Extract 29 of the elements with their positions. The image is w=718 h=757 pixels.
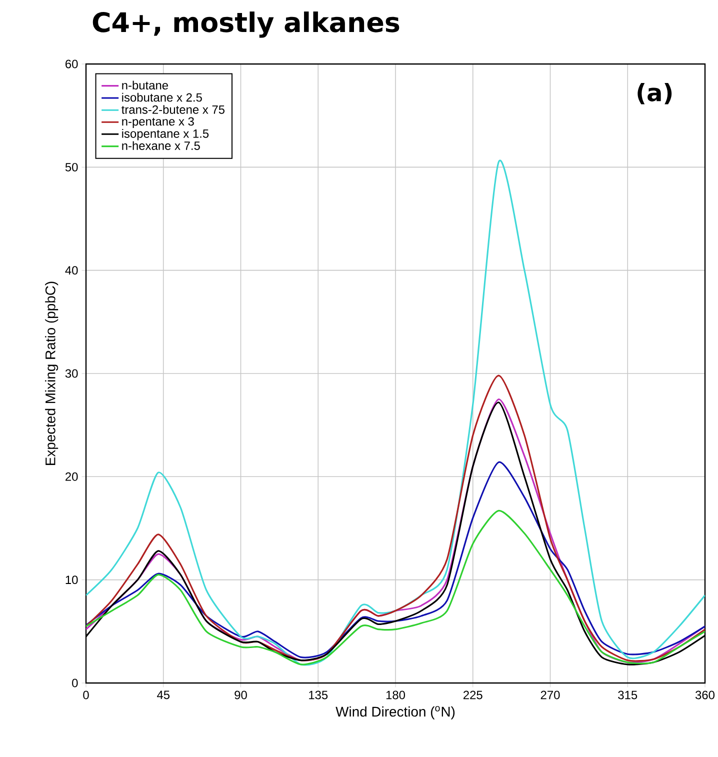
annotation: (a)	[638, 82, 672, 104]
legend-label: isobutane x 2.5	[122, 92, 202, 102]
legend-label: n-pentane x 3	[122, 117, 194, 128]
y-axis-title: Expected Mixing Ratio (ppbC)	[44, 282, 58, 465]
x-tick-label: 225	[463, 690, 482, 700]
legend-label: trans-2-butene x 75	[121, 105, 224, 114]
legend-label: n-butane	[122, 80, 168, 90]
y-tick-label: 60	[65, 60, 78, 68]
x-tick-label: 270	[540, 690, 560, 700]
line-series	[86, 510, 705, 666]
x-tick-label: 135	[308, 690, 328, 700]
x-tick-label: 90	[234, 690, 247, 700]
x-tick-label: 180	[386, 690, 405, 700]
x-tick-label: 45	[156, 690, 170, 700]
x-tick-label: 360	[695, 690, 714, 700]
legend-label: isopentane x 1.5	[122, 129, 208, 140]
line-series	[86, 461, 705, 658]
x-tick-label: 0	[83, 690, 89, 700]
y-tick-label: 20	[65, 472, 78, 481]
legend-label: n-hexane x 7.5	[122, 141, 200, 150]
line-series	[86, 161, 705, 666]
y-tick-label: 40	[65, 266, 78, 275]
y-tick-label: 0	[72, 678, 78, 688]
y-tick-label: 10	[66, 576, 78, 584]
y-tick-label: 30	[65, 369, 78, 378]
chart-title: C4+, mostly alkanes	[92, 12, 400, 38]
y-tick-label: 50	[65, 162, 78, 172]
x-axis-title: Wind Direction ($^{o}$N)	[335, 706, 454, 720]
x-tick-label: 315	[618, 690, 637, 700]
